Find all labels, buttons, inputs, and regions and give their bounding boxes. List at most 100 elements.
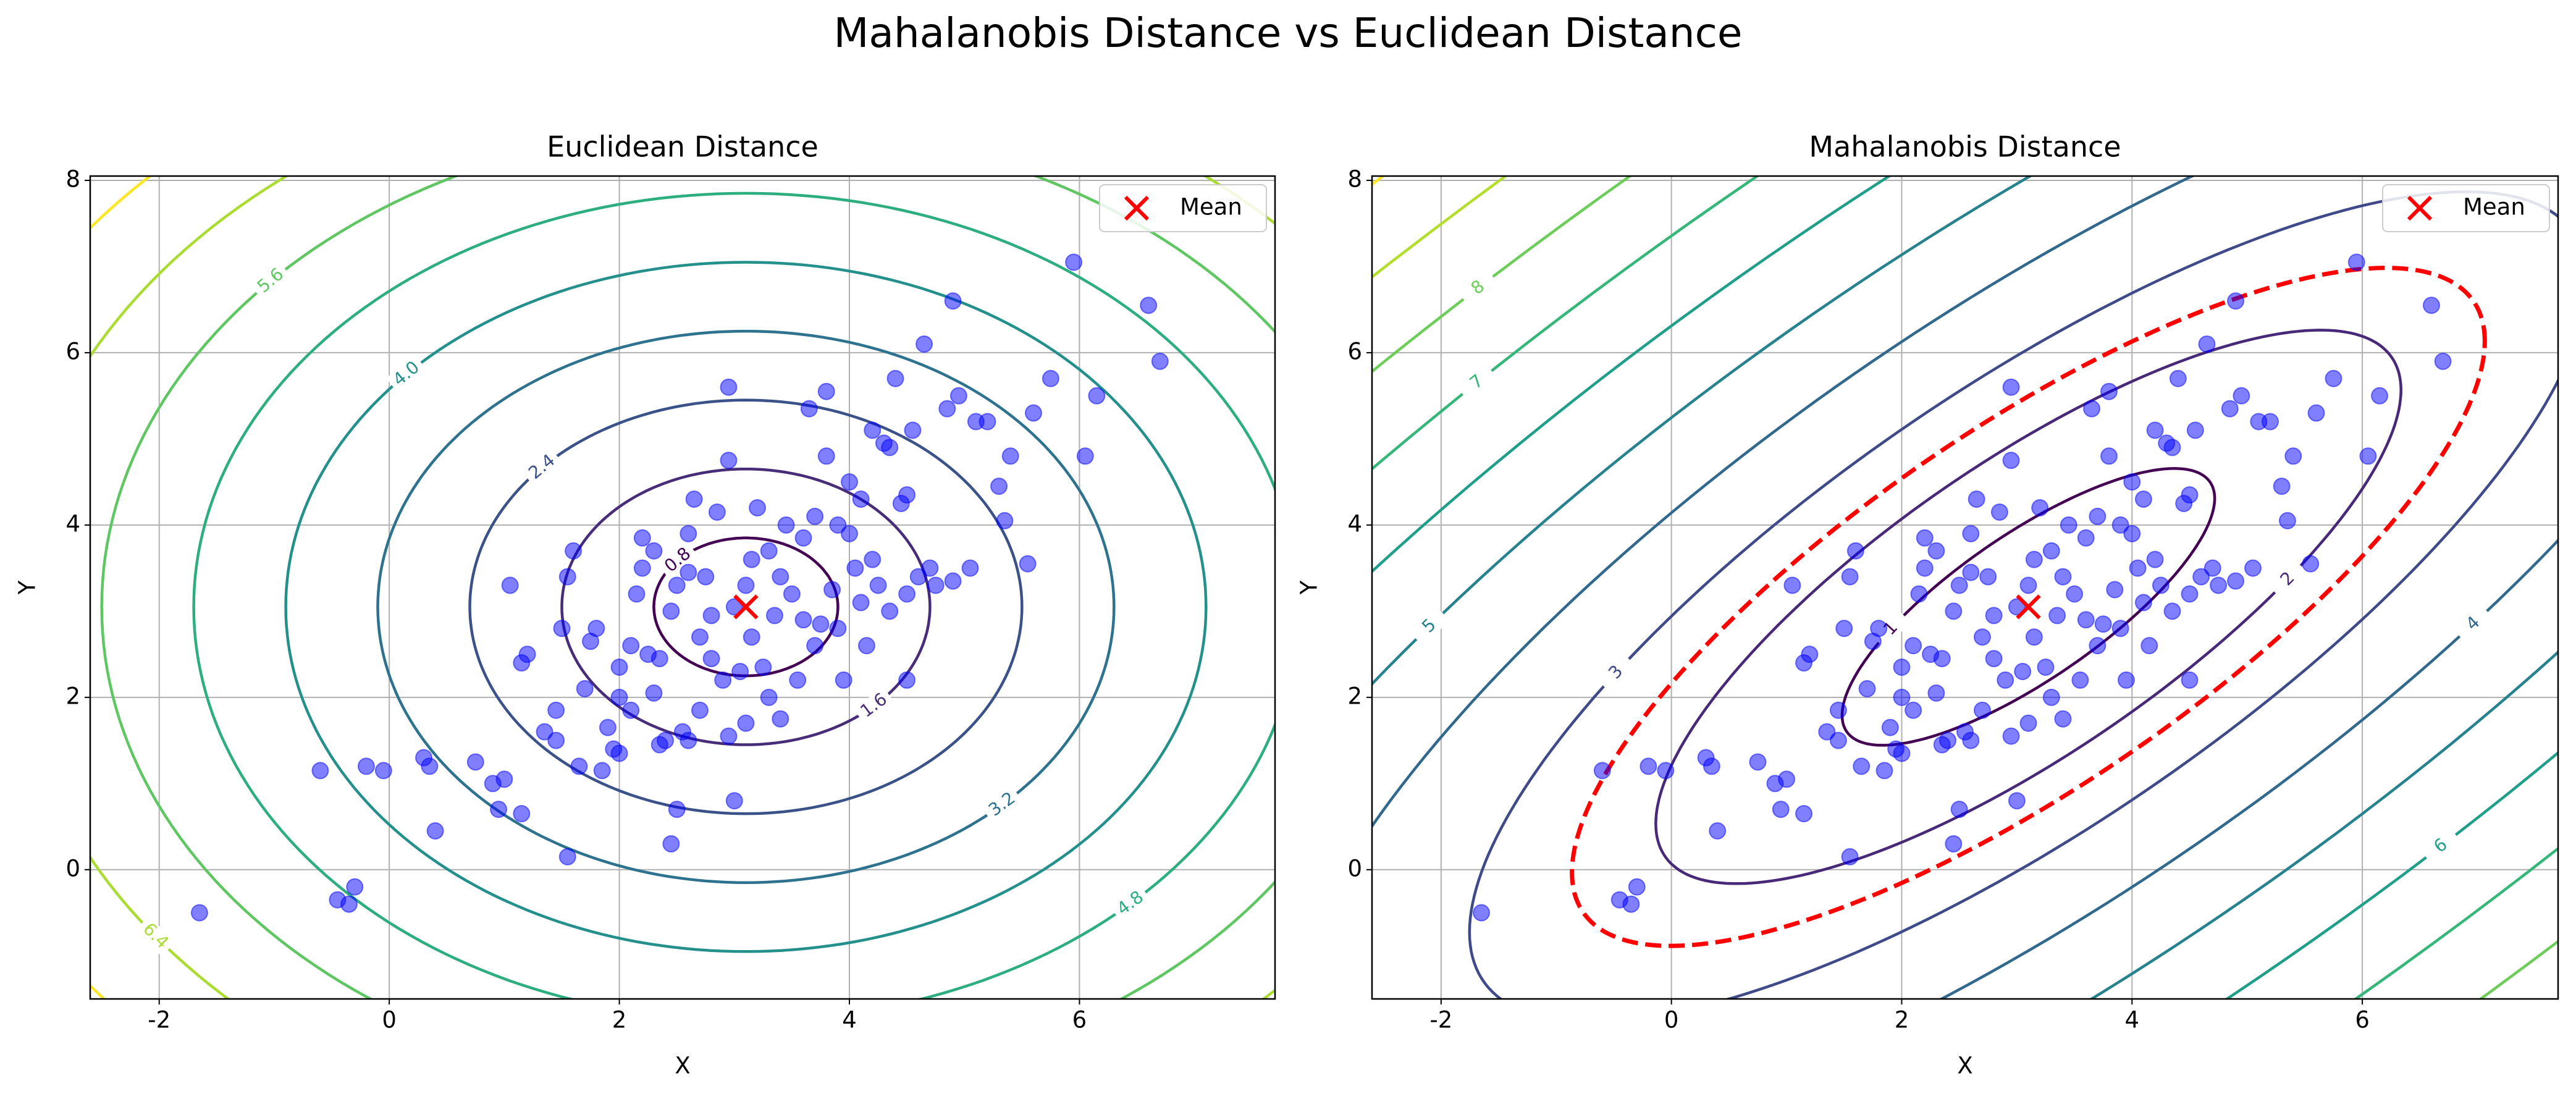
point bbox=[1962, 524, 1980, 542]
point bbox=[593, 762, 611, 780]
point bbox=[2347, 253, 2365, 271]
point bbox=[1875, 762, 1893, 780]
point bbox=[2089, 637, 2107, 655]
point bbox=[725, 598, 743, 616]
x-tick-label: 2 bbox=[1895, 1007, 1909, 1034]
point bbox=[1846, 542, 1864, 560]
mean-marker bbox=[733, 594, 759, 620]
point bbox=[749, 499, 767, 516]
point bbox=[2146, 421, 2164, 439]
point bbox=[311, 762, 329, 780]
point bbox=[2129, 559, 2147, 577]
point bbox=[1001, 447, 1019, 465]
point bbox=[1916, 529, 1934, 547]
point bbox=[708, 503, 726, 521]
point bbox=[2307, 404, 2325, 422]
point bbox=[2066, 585, 2084, 603]
point bbox=[869, 576, 887, 594]
point bbox=[2100, 382, 2118, 400]
point bbox=[898, 671, 916, 689]
point bbox=[1927, 542, 1945, 560]
point bbox=[852, 491, 870, 508]
point bbox=[2014, 662, 2032, 680]
point bbox=[720, 727, 738, 745]
legend-label: Mean bbox=[2463, 194, 2525, 221]
point bbox=[898, 486, 916, 504]
point bbox=[1772, 801, 1790, 819]
point bbox=[829, 620, 847, 638]
point bbox=[2233, 387, 2250, 405]
point bbox=[846, 559, 864, 577]
point bbox=[680, 731, 697, 749]
point bbox=[2203, 559, 2221, 577]
legend-box bbox=[2382, 184, 2550, 232]
legend-box bbox=[1099, 184, 1267, 232]
contour-line bbox=[1372, 176, 2558, 999]
point bbox=[2123, 473, 2141, 491]
point bbox=[2054, 568, 2072, 586]
point bbox=[1778, 770, 1796, 788]
point bbox=[2227, 292, 2245, 310]
point bbox=[794, 611, 812, 629]
point bbox=[783, 585, 801, 603]
point bbox=[743, 628, 760, 646]
point bbox=[2371, 387, 2389, 405]
point bbox=[610, 659, 628, 676]
point bbox=[2163, 602, 2181, 620]
point bbox=[881, 602, 899, 620]
contour-labels: 0.81.62.43.24.04.85.66.4 bbox=[135, 261, 1151, 956]
point bbox=[1709, 822, 1727, 840]
contour-label-bg bbox=[1457, 269, 1499, 307]
point bbox=[979, 413, 996, 431]
point bbox=[789, 671, 807, 689]
point bbox=[1905, 701, 1922, 719]
point bbox=[2221, 400, 2239, 418]
contour-line bbox=[1372, 176, 2558, 999]
point bbox=[2019, 576, 2037, 594]
point bbox=[1795, 805, 1813, 823]
point bbox=[1968, 491, 1985, 508]
point bbox=[1973, 628, 1991, 646]
point bbox=[938, 400, 956, 418]
point bbox=[1801, 646, 1819, 663]
point bbox=[949, 387, 967, 405]
point bbox=[760, 688, 778, 706]
point bbox=[2025, 550, 2043, 568]
legend: Mean bbox=[2382, 184, 2550, 232]
point bbox=[990, 478, 1008, 495]
point bbox=[2042, 542, 2060, 560]
point bbox=[610, 744, 628, 762]
point bbox=[915, 335, 933, 353]
point bbox=[2117, 671, 2135, 689]
point bbox=[622, 701, 640, 719]
contour-label-bg bbox=[2420, 827, 2462, 865]
point bbox=[536, 723, 554, 741]
point bbox=[547, 701, 565, 719]
point bbox=[2025, 628, 2043, 646]
point bbox=[1749, 753, 1767, 771]
point bbox=[1818, 723, 1836, 741]
point bbox=[1042, 369, 1059, 387]
point bbox=[800, 400, 818, 418]
point bbox=[1916, 559, 1934, 577]
axes-frame bbox=[1371, 175, 2559, 1000]
point bbox=[1703, 757, 1720, 775]
mean-stroke bbox=[2016, 594, 2041, 620]
contour-label-group: 7 bbox=[1456, 363, 1498, 402]
point bbox=[2002, 452, 2020, 469]
point bbox=[1910, 585, 1928, 603]
contour-line bbox=[284, 261, 1208, 953]
point bbox=[2060, 516, 2077, 534]
point bbox=[2077, 611, 2095, 629]
point bbox=[1473, 904, 1491, 922]
point bbox=[772, 710, 789, 728]
subplot: -2 0 2 4 6 0 2 4 6 8 0.81.62.43.24.04.85.66.4 Mean E… bbox=[14, 130, 1276, 1079]
point bbox=[1835, 620, 1853, 638]
x-tick-label: -2 bbox=[1429, 1007, 1452, 1034]
point bbox=[2163, 439, 2181, 457]
points bbox=[1473, 253, 2452, 922]
point bbox=[1927, 684, 1945, 702]
